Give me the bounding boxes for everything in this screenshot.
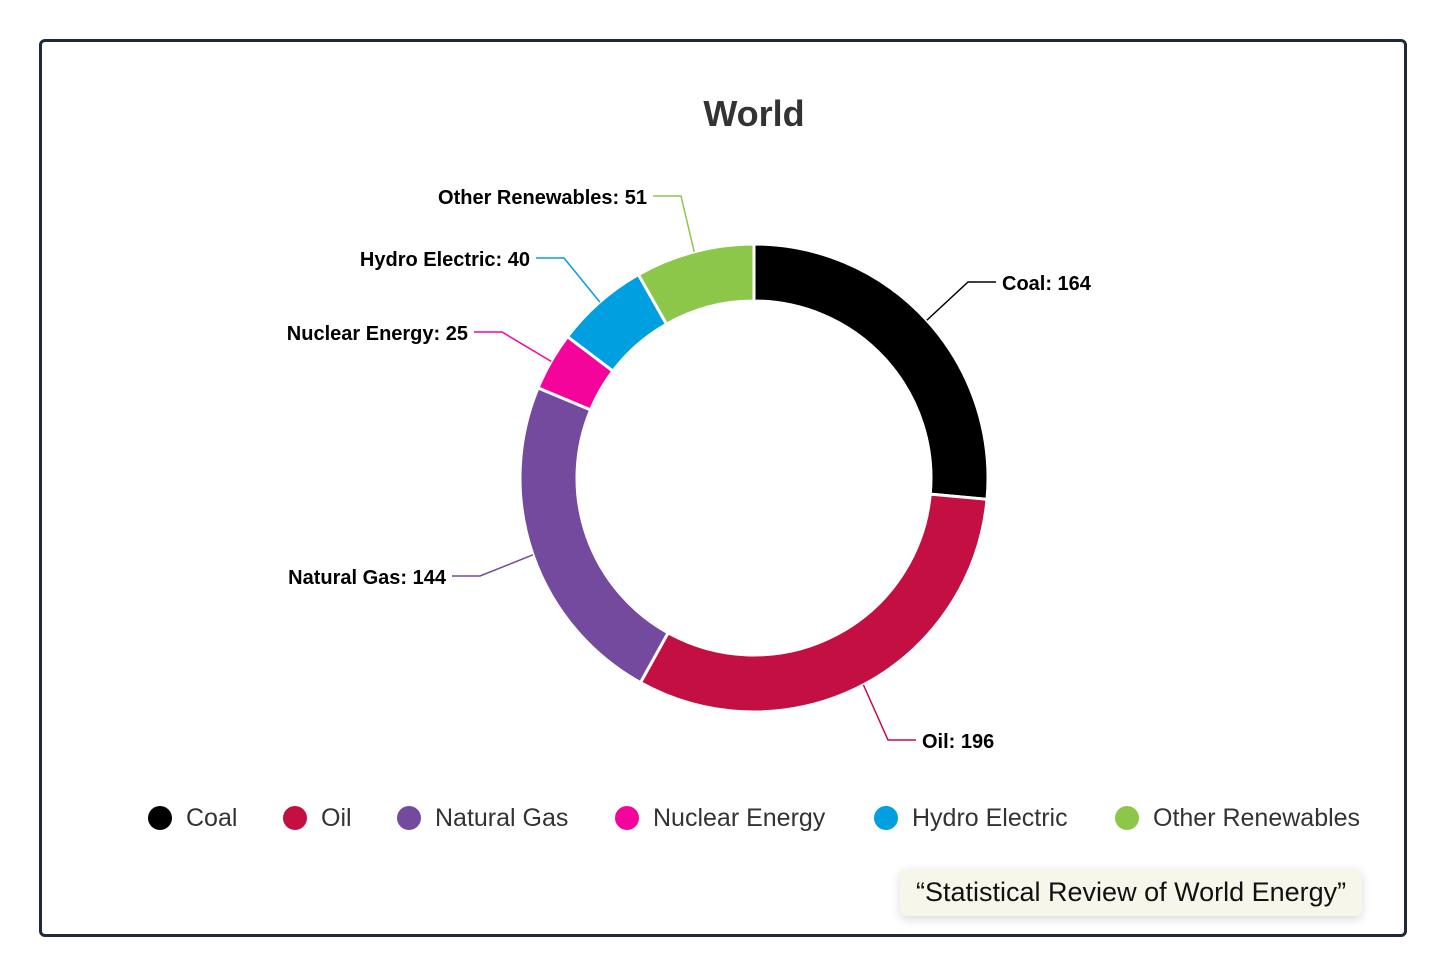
legend-label: Other Renewables	[1153, 803, 1361, 832]
data-label-other-renewables: Other Renewables: 51	[438, 187, 647, 209]
slices-group	[518, 242, 990, 714]
legend-item-other-renewables[interactable]: Other Renewables	[1115, 798, 1360, 838]
data-label-hydro-electric: Hydro Electric: 40	[360, 249, 530, 271]
legend-label: Hydro Electric	[912, 803, 1068, 832]
legend-item-oil[interactable]: Oil	[283, 798, 352, 838]
legend-label: Natural Gas	[435, 803, 569, 832]
data-label-coal: Coal: 164	[1002, 273, 1092, 295]
slice-oil[interactable]	[638, 492, 989, 714]
source-note: “Statistical Review of World Energy”	[900, 869, 1363, 916]
connector-coal	[926, 281, 996, 321]
legend-marker	[1115, 806, 1139, 830]
labels-group: Coal: 164 Oil: 196 Natural Gas: 144 Nuclear…	[287, 187, 1092, 753]
slice-coal[interactable]	[752, 242, 990, 501]
data-label-natural-gas: Natural Gas: 144	[288, 567, 447, 589]
legend-item-coal[interactable]: Coal	[148, 798, 237, 838]
connector-other-renewables	[653, 195, 695, 252]
legend-marker	[397, 806, 421, 830]
slice-other-renewables[interactable]	[636, 242, 756, 326]
connector-oil	[862, 684, 916, 741]
data-label-oil: Oil: 196	[922, 731, 994, 753]
connector-natural-gas	[452, 554, 534, 577]
chart-title: World	[703, 93, 804, 134]
legend-item-hydro-electric[interactable]: Hydro Electric	[874, 798, 1068, 838]
chart-card	[39, 39, 1407, 937]
legend-marker	[283, 806, 307, 830]
legend-item-nuclear-energy[interactable]: Nuclear Energy	[615, 798, 825, 838]
legend-marker	[615, 806, 639, 830]
legend-marker	[148, 806, 172, 830]
connector-nuclear-energy	[474, 331, 552, 362]
connectors-group	[452, 195, 996, 741]
connector-hydro-electric	[536, 257, 601, 303]
legend-label: Oil	[321, 803, 352, 832]
legend: Coal Oil Natural Gas Nuclear Energy Hydro El…	[0, 798, 1446, 838]
legend-item-natural-gas[interactable]: Natural Gas	[397, 798, 568, 838]
slice-natural-gas[interactable]	[518, 386, 670, 685]
legend-label: Coal	[186, 803, 238, 832]
legend-label: Nuclear Energy	[653, 803, 826, 832]
legend-marker	[874, 806, 898, 830]
data-label-nuclear-energy: Nuclear Energy: 25	[287, 323, 468, 345]
